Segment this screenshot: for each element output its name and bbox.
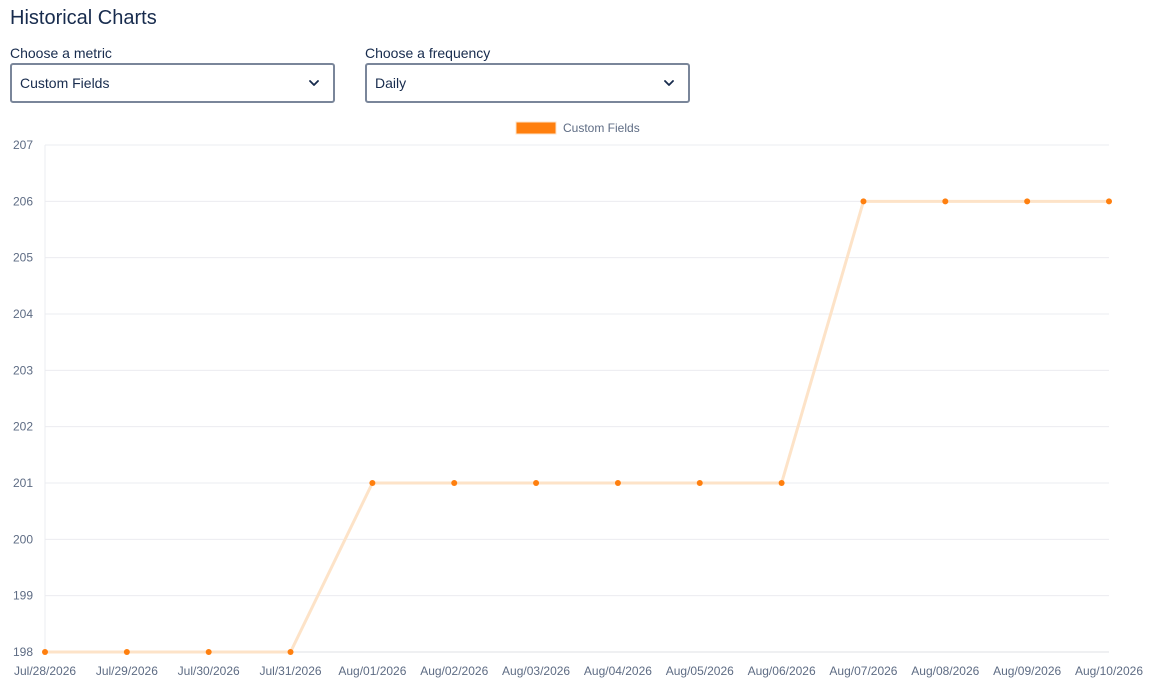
legend-label: Custom Fields <box>563 121 640 135</box>
frequency-label: Choose a frequency <box>365 45 491 61</box>
legend-swatch <box>516 122 556 134</box>
x-tick-label: Aug/05/2026 <box>666 664 734 678</box>
metric-label: Choose a metric <box>10 45 112 61</box>
y-tick-label: 206 <box>13 194 33 208</box>
data-point[interactable] <box>123 649 130 655</box>
data-point[interactable] <box>778 480 785 486</box>
x-tick-label: Aug/09/2026 <box>993 664 1061 678</box>
y-tick-label: 203 <box>13 363 33 377</box>
data-point[interactable] <box>205 649 212 655</box>
chart-legend[interactable]: Custom Fields <box>515 121 640 135</box>
x-tick-label: Jul/28/2026 <box>14 664 76 678</box>
x-axis: Jul/28/2026 Jul/29/2026 Jul/30/2026 Jul/31/… <box>14 664 1143 678</box>
x-tick-label: Aug/08/2026 <box>911 664 979 678</box>
chart-gridlines <box>44 144 1109 653</box>
metric-select[interactable]: Custom Fields <box>10 63 335 103</box>
y-tick-label: 204 <box>13 307 33 321</box>
y-tick-label: 198 <box>13 645 33 659</box>
data-point[interactable] <box>1106 198 1112 205</box>
data-point[interactable] <box>533 480 540 486</box>
frequency-select[interactable]: Daily <box>365 63 690 103</box>
y-tick-label: 201 <box>13 476 33 490</box>
data-point[interactable] <box>696 480 703 486</box>
y-tick-label: 205 <box>13 251 33 265</box>
frequency-field: Choose a frequency Daily <box>365 44 690 103</box>
data-point[interactable] <box>942 198 949 205</box>
data-point[interactable] <box>369 480 376 486</box>
y-tick-label: 207 <box>13 138 33 152</box>
page-title: Historical Charts <box>10 7 157 29</box>
x-tick-label: Jul/29/2026 <box>96 664 158 678</box>
x-tick-label: Aug/10/2026 <box>1075 664 1143 678</box>
x-tick-label: Aug/04/2026 <box>584 664 652 678</box>
data-point[interactable] <box>1024 198 1031 205</box>
x-tick-label: Aug/03/2026 <box>502 664 570 678</box>
x-tick-label: Jul/30/2026 <box>178 664 240 678</box>
x-tick-label: Jul/31/2026 <box>260 664 322 678</box>
line-chart: Custom Fields 198 199 200 201 202 203 204 205 20… <box>13 121 1143 678</box>
x-tick-label: Aug/07/2026 <box>829 664 897 678</box>
x-tick-label: Aug/06/2026 <box>748 664 816 678</box>
x-tick-label: Aug/02/2026 <box>420 664 488 678</box>
series-line <box>45 199 1109 654</box>
x-tick-label: Aug/01/2026 <box>338 664 406 678</box>
data-point[interactable] <box>614 480 621 486</box>
y-tick-label: 202 <box>13 420 33 434</box>
frequency-select-value: Daily <box>375 75 407 91</box>
y-axis: 198 199 200 201 202 203 204 205 206 207 <box>13 138 33 659</box>
legend-swatch-border <box>515 121 557 135</box>
chevron-down-icon <box>662 76 676 90</box>
data-point[interactable] <box>860 198 867 205</box>
series-group <box>42 198 1112 655</box>
data-point[interactable] <box>42 649 48 655</box>
data-point[interactable] <box>451 480 458 486</box>
y-tick-label: 199 <box>13 589 33 603</box>
chevron-down-icon <box>307 76 321 90</box>
y-tick-label: 200 <box>13 532 33 546</box>
metric-select-value: Custom Fields <box>20 75 110 91</box>
data-point[interactable] <box>287 649 294 655</box>
metric-field: Choose a metric Custom Fields <box>10 44 335 103</box>
